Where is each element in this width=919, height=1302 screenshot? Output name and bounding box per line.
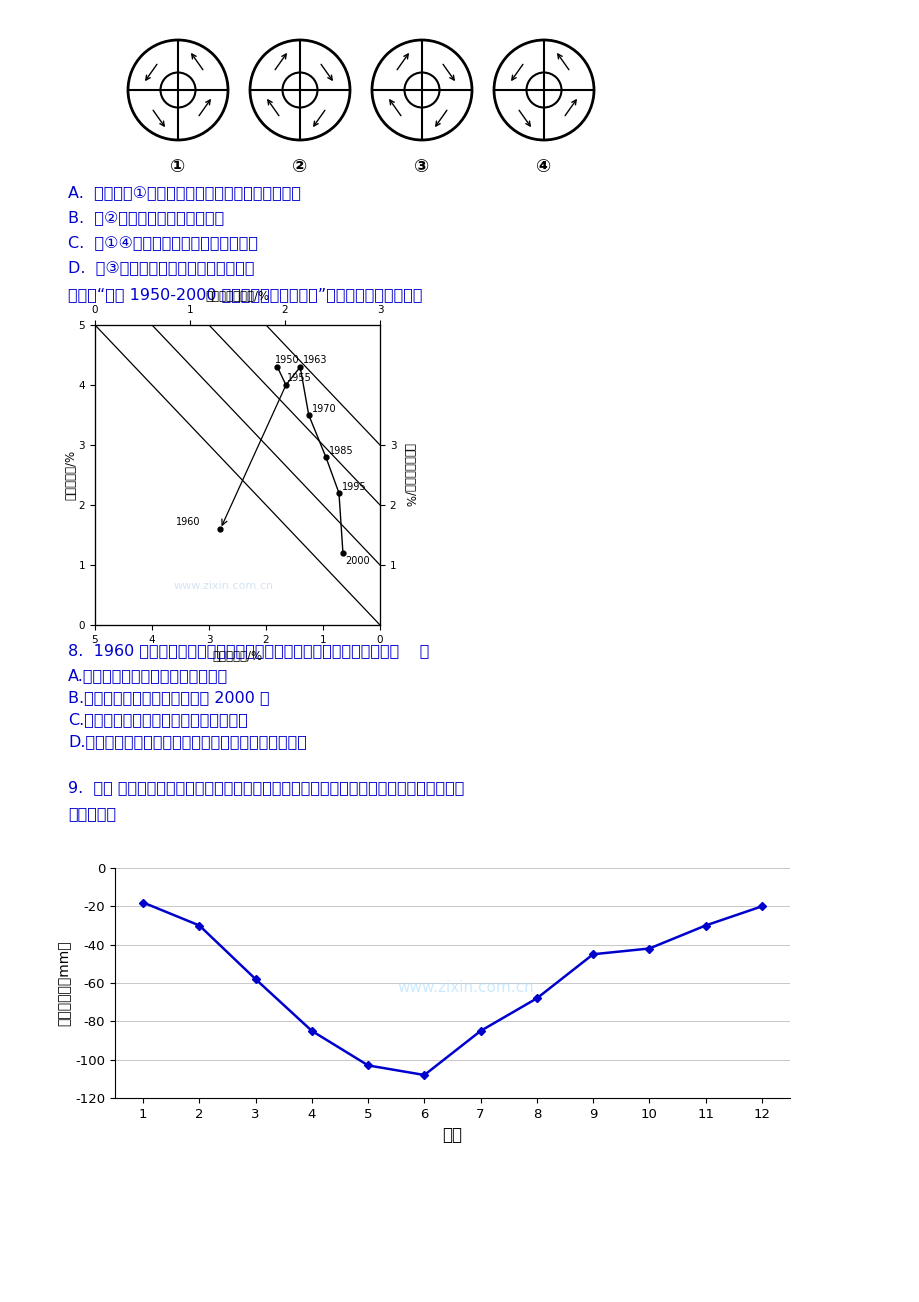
Text: A.  天气系统①在北半球叫气旋，在南半球叫反气旋: A. 天气系统①在北半球叫气旋，在南半球叫反气旋	[68, 185, 301, 201]
Text: 1995: 1995	[341, 482, 366, 492]
Text: www.zixin.com.cn: www.zixin.com.cn	[397, 980, 534, 995]
Text: A.该年人口出生率和死亡率明显下降: A.该年人口出生率和死亡率明显下降	[68, 668, 228, 684]
Text: D.  图③强烈发展可成为影响我国的台风: D. 图③强烈发展可成为影响我国的台风	[68, 260, 255, 275]
Y-axis label: 水分盈亏量（mm）: 水分盈亏量（mm）	[57, 940, 71, 1026]
Text: C.  图①④分别是北半球的反气旋和气旋: C. 图①④分别是北半球的反气旋和气旋	[68, 234, 257, 250]
Text: 1950: 1950	[275, 355, 299, 365]
Text: 1963: 1963	[302, 355, 327, 365]
Text: 1960: 1960	[176, 517, 200, 527]
Text: 9.  下图 表示我国某省多年平均水分盈亏量（盈亏量＝降水量－蜕发量）年内逐月变化。该: 9. 下图 表示我国某省多年平均水分盈亏量（盈亏量＝降水量－蜕发量）年内逐月变化…	[68, 780, 464, 796]
Text: 8.  1960 年，我国人口增长出现明显的变化，下列有关叙述正确的是（    ）: 8. 1960 年，我国人口增长出现明显的变化，下列有关叙述正确的是（ ）	[68, 643, 429, 658]
Text: ④: ④	[536, 158, 551, 176]
X-axis label: 人口自然增长率/%: 人口自然增长率/%	[205, 290, 269, 303]
Text: 右图为“我国 1950-2000 年人口增长动态统计图”。读图分析回答下题。: 右图为“我国 1950-2000 年人口增长动态统计图”。读图分析回答下题。	[68, 286, 422, 302]
Y-axis label: 人口自然增长率/%: 人口自然增长率/%	[403, 443, 415, 506]
Text: B.  图②是反气旋，出现在南半球: B. 图②是反气旋，出现在南半球	[68, 210, 224, 225]
X-axis label: 月份: 月份	[442, 1126, 462, 1144]
Text: 1955: 1955	[287, 372, 312, 383]
Text: C.人口已出现负增长，为现代型增长类型: C.人口已出现负增长，为现代型增长类型	[68, 712, 247, 727]
Text: ③: ③	[414, 158, 429, 176]
Text: B.人口自然增长率较低，但高于 2000 年: B.人口自然增长率较低，但高于 2000 年	[68, 690, 269, 704]
Text: 1970: 1970	[312, 404, 335, 414]
Y-axis label: 人口出生率/%: 人口出生率/%	[64, 450, 77, 500]
Text: 2000: 2000	[346, 556, 370, 566]
Text: ②: ②	[292, 158, 307, 176]
Text: www.zixin.com.cn: www.zixin.com.cn	[173, 581, 273, 591]
Text: ①: ①	[170, 158, 186, 176]
Text: 1985: 1985	[328, 447, 353, 456]
Text: D.人口出生率明显下降，死亡率明显上升并出现负增长: D.人口出生率明显下降，死亡率明显上升并出现负增长	[68, 734, 307, 749]
Text: 省最可能是: 省最可能是	[68, 806, 116, 822]
X-axis label: 人口死亡率/%: 人口死亡率/%	[212, 650, 262, 663]
